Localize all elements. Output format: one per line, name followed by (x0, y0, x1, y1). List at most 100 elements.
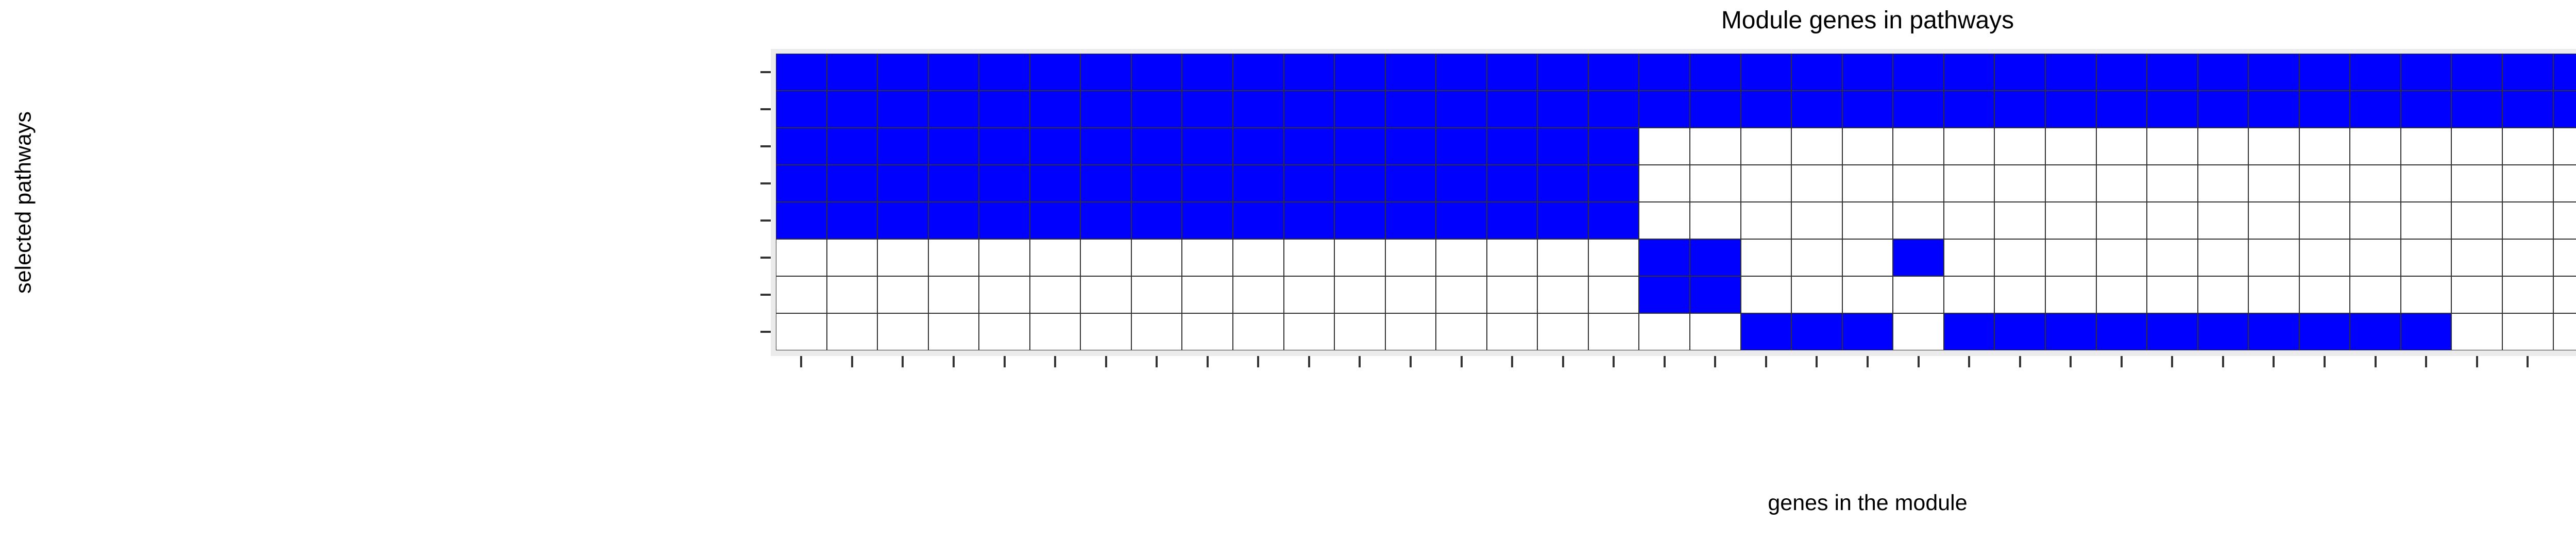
heatmap-cell (1029, 165, 1081, 202)
x-axis-tick (1816, 356, 1818, 367)
heatmap-cell (1994, 54, 2045, 91)
heatmap-cell (1893, 276, 1944, 313)
heatmap-cell (1690, 91, 1741, 128)
x-axis-tick (1917, 356, 1920, 367)
heatmap-cell (2451, 128, 2502, 165)
heatmap-cell (826, 239, 878, 276)
heatmap-cell (1283, 91, 1335, 128)
heatmap-cell (1639, 165, 1690, 202)
heatmap-cell (2350, 54, 2401, 91)
y-axis-tick (760, 108, 771, 110)
heatmap-cell (2553, 276, 2576, 313)
heatmap-cell (826, 91, 878, 128)
heatmap-cell (1690, 276, 1741, 313)
heatmap-cell (1080, 128, 1131, 165)
heatmap-cell (2299, 313, 2350, 350)
heatmap-cell (1436, 313, 1487, 350)
y-axis-title: selected pathways (11, 111, 36, 294)
heatmap-cell (877, 54, 928, 91)
heatmap-cell (2400, 313, 2452, 350)
heatmap-cell (1537, 165, 1588, 202)
heatmap-cell (826, 276, 878, 313)
heatmap-cell (776, 202, 827, 239)
heatmap-cell (1791, 91, 1842, 128)
heatmap-cell (1893, 165, 1944, 202)
heatmap-cell (1639, 239, 1690, 276)
heatmap-cell (1385, 54, 1436, 91)
heatmap-cell (1080, 165, 1131, 202)
heatmap-cell (2045, 202, 2096, 239)
heatmap-cell (2248, 91, 2299, 128)
heatmap-cell (2147, 54, 2198, 91)
heatmap-cell (1283, 276, 1335, 313)
heatmap-cell (877, 202, 928, 239)
heatmap-cell (2502, 54, 2553, 91)
heatmap-cell (1639, 202, 1690, 239)
heatmap-cell (1080, 91, 1131, 128)
heatmap-cell (877, 313, 928, 350)
heatmap-cell (877, 276, 928, 313)
heatmap-cell (1080, 276, 1131, 313)
heatmap-cell (928, 128, 979, 165)
heatmap-cell (1182, 54, 1233, 91)
heatmap-cell (979, 128, 1030, 165)
heatmap-cell (2451, 165, 2502, 202)
heatmap-cell (1537, 202, 1588, 239)
heatmap-cell (1537, 313, 1588, 350)
x-axis-tick (1003, 356, 1006, 367)
heatmap-cell (928, 91, 979, 128)
heatmap-cell (776, 128, 827, 165)
x-axis-tick (1257, 356, 1260, 367)
heatmap-cell (2400, 239, 2452, 276)
heatmap-cell (2451, 313, 2502, 350)
heatmap-cell (1385, 128, 1436, 165)
heatmap-cell (1182, 91, 1233, 128)
heatmap-cell (2096, 128, 2147, 165)
heatmap-cell (2248, 276, 2299, 313)
heatmap-cell (826, 165, 878, 202)
heatmap-cell (1740, 54, 1792, 91)
heatmap-cell (2502, 202, 2553, 239)
heatmap-cell (1486, 128, 1538, 165)
x-axis-tick (2324, 356, 2326, 367)
heatmap-cell (979, 202, 1030, 239)
heatmap-cell (1791, 313, 1842, 350)
heatmap-cell (2299, 239, 2350, 276)
heatmap-cell (826, 54, 878, 91)
x-axis-tick (2070, 356, 2072, 367)
heatmap-cell (2350, 128, 2401, 165)
x-axis-tick (2527, 356, 2529, 367)
y-axis-tick (760, 331, 771, 333)
heatmap-cell (2299, 54, 2350, 91)
heatmap-cell (979, 54, 1030, 91)
heatmap-cell (1842, 54, 1893, 91)
heatmap-cell (1994, 128, 2045, 165)
heatmap-cell (2096, 313, 2147, 350)
heatmap-cell (2400, 202, 2452, 239)
heatmap-cell (928, 313, 979, 350)
heatmap-cell (2451, 239, 2502, 276)
heatmap-cell (928, 54, 979, 91)
heatmap-cell (1080, 202, 1131, 239)
heatmap-cell (1334, 239, 1385, 276)
x-axis-title: genes in the module (1768, 491, 1968, 515)
heatmap-cell (776, 313, 827, 350)
heatmap-cell (1436, 276, 1487, 313)
heatmap-cell (1486, 91, 1538, 128)
heatmap-cell (2197, 239, 2249, 276)
heatmap-cell (2350, 276, 2401, 313)
heatmap-cell (2553, 91, 2576, 128)
heatmap-cell (1842, 165, 1893, 202)
heatmap-cell (1131, 54, 1182, 91)
heatmap-cell (2197, 54, 2249, 91)
heatmap-cell (2299, 202, 2350, 239)
heatmap-cell (1740, 313, 1792, 350)
heatmap-cell (2553, 165, 2576, 202)
heatmap-cell (1029, 239, 1081, 276)
heatmap-cell (1385, 239, 1436, 276)
heatmap-cell (1791, 239, 1842, 276)
heatmap-cell (2248, 202, 2299, 239)
heatmap-cell (1537, 54, 1588, 91)
heatmap-cell (1842, 239, 1893, 276)
